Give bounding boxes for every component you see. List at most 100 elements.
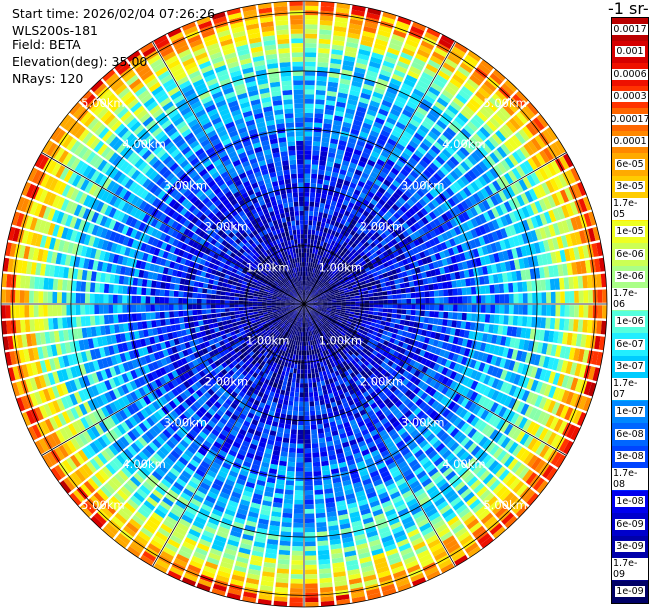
- range-gate-cell: [381, 64, 394, 73]
- range-gate-cell: [453, 304, 458, 312]
- range-gate-cell: [338, 289, 344, 293]
- range-gate-cell: [317, 52, 330, 59]
- range-gate-cell: [411, 298, 416, 304]
- range-gate-cell: [430, 145, 441, 155]
- range-gate-cell: [456, 320, 462, 329]
- range-gate-cell: [443, 249, 451, 258]
- range-gate-cell: [362, 263, 369, 269]
- range-gate-cell: [362, 210, 370, 217]
- range-gate-cell: [500, 228, 508, 239]
- range-gate-cell: [305, 290, 307, 295]
- range-gate-cell: [285, 480, 294, 486]
- range-gate-cell: [407, 186, 416, 195]
- range-gate-cell: [279, 375, 285, 381]
- range-gate-cell: [495, 205, 504, 216]
- range-gate-cell: [361, 35, 375, 43]
- range-gate-cell: [429, 297, 435, 304]
- range-gate-cell: [413, 192, 422, 201]
- range-gate-cell: [394, 243, 401, 250]
- range-gate-cell: [365, 206, 373, 214]
- range-gate-cell: [312, 289, 316, 294]
- range-gate-cell: [517, 234, 525, 246]
- range-gate-cell: [314, 279, 318, 284]
- range-gate-cell: [398, 225, 406, 233]
- range-gate-cell: [384, 236, 391, 244]
- range-gate-cell: [282, 366, 287, 372]
- range-gate-cell: [390, 38, 404, 47]
- range-gate-cell: [534, 228, 543, 241]
- range-gate-cell: [300, 373, 304, 379]
- range-gate-cell: [321, 261, 325, 267]
- range-gate-cell: [439, 166, 449, 176]
- range-gate-cell: [401, 299, 407, 304]
- range-gate-cell: [322, 232, 327, 238]
- range-gate-cell: [318, 437, 326, 443]
- range-gate-cell: [356, 58, 369, 66]
- range-gate-cell: [323, 118, 333, 125]
- range-gate-cell: [472, 193, 482, 204]
- range-gate-cell: [318, 559, 331, 565]
- range-gate-cell: [363, 228, 370, 235]
- range-gate-cell: [281, 446, 289, 453]
- range-gate-cell: [464, 198, 474, 208]
- range-gate-cell: [489, 72, 503, 85]
- range-gate-cell: [317, 178, 324, 185]
- range-gate-cell: [486, 265, 493, 275]
- range-gate-cell: [300, 336, 303, 342]
- range-gate-cell: [313, 283, 317, 289]
- range-gate-cell: [428, 86, 441, 97]
- range-gate-cell: [365, 224, 373, 231]
- range-gate-cell: [375, 249, 382, 256]
- range-gate-cell: [304, 173, 311, 179]
- range-gate-cell: [482, 103, 495, 116]
- range-gate-cell: [373, 300, 379, 304]
- range-gate-cell: [390, 285, 396, 290]
- range-gate-cell: [453, 226, 462, 236]
- range-gate-cell: [304, 499, 314, 505]
- range-gate-cell: [305, 583, 318, 589]
- range-gate-cell: [432, 245, 439, 254]
- range-gate-cell: [491, 219, 500, 230]
- range-gate-cell: [297, 434, 304, 440]
- range-gate-cell: [325, 243, 331, 249]
- range-gate-cell: [316, 517, 326, 523]
- range-gate-cell: [522, 316, 528, 327]
- range-gate-cell: [323, 257, 328, 263]
- range-gate-cell: [340, 164, 349, 171]
- range-gate-cell: [363, 183, 372, 191]
- range-gate-cell: [332, 35, 346, 42]
- range-gate-cell: [447, 81, 460, 93]
- range-gate-cell: [327, 214, 333, 220]
- range-gate-cell: [310, 293, 314, 298]
- range-gate-cell: [586, 320, 593, 334]
- range-gate-cell: [309, 197, 315, 202]
- range-gate-cell: [342, 214, 349, 221]
- ppi-polar-plot: 1.00km2.00km3.00km4.00km5.00km1.00km2.00…: [0, 0, 608, 608]
- range-gate-cell: [323, 394, 329, 400]
- range-gate-cell: [418, 279, 424, 286]
- range-gate-cell: [462, 296, 468, 304]
- range-gate-cell: [293, 522, 304, 528]
- range-gate-cell: [402, 230, 410, 238]
- range-gate-cell: [545, 180, 555, 193]
- range-gate-cell: [421, 98, 433, 108]
- range-gate-cell: [478, 161, 489, 172]
- range-gate-cell: [314, 396, 319, 402]
- range-gate-cell: [349, 162, 357, 169]
- range-gate-cell: [305, 271, 308, 277]
- range-gate-cell: [445, 210, 453, 220]
- range-gate-cell: [410, 25, 425, 36]
- range-gate-cell: [504, 304, 510, 314]
- range-gate-cell: [358, 160, 366, 168]
- range-gate-cell: [395, 284, 401, 289]
- range-gate-cell: [363, 294, 369, 298]
- range-gate-cell: [321, 137, 330, 143]
- range-gate-cell: [372, 146, 382, 155]
- range-gate-cell: [304, 439, 311, 444]
- range-gate-cell: [311, 294, 315, 299]
- range-gate-cell: [522, 176, 532, 189]
- range-gate-cell: [415, 53, 428, 63]
- range-gate-cell: [305, 1, 319, 6]
- range-gate-cell: [421, 156, 432, 165]
- range-gate-cell: [305, 588, 318, 593]
